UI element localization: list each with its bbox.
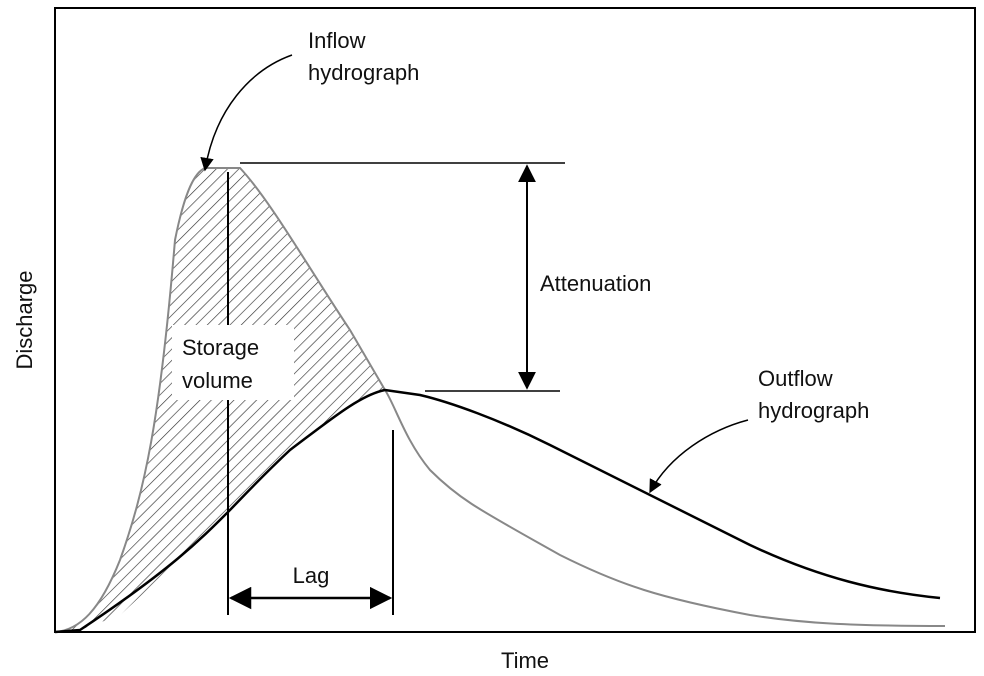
frame [54,7,976,633]
attenuation-label: Attenuation [540,271,651,296]
outflow-label: hydrograph [758,398,869,423]
outflow-curve [54,388,941,634]
inflow-label: Inflow [308,28,366,53]
storage-label: Storage [182,335,259,360]
inflow-pointer [200,54,293,172]
outflow-label: Outflow [758,366,833,391]
inflow-curve [54,167,946,633]
lag-label: Lag [293,563,330,588]
y-axis-label: Discharge [12,270,37,369]
storage-label: volume [182,368,253,393]
storage-label-bg [172,325,294,400]
x-axis-label: Time [501,648,549,673]
inflow-label: hydrograph [308,60,419,85]
outflow-pointer [649,419,749,494]
